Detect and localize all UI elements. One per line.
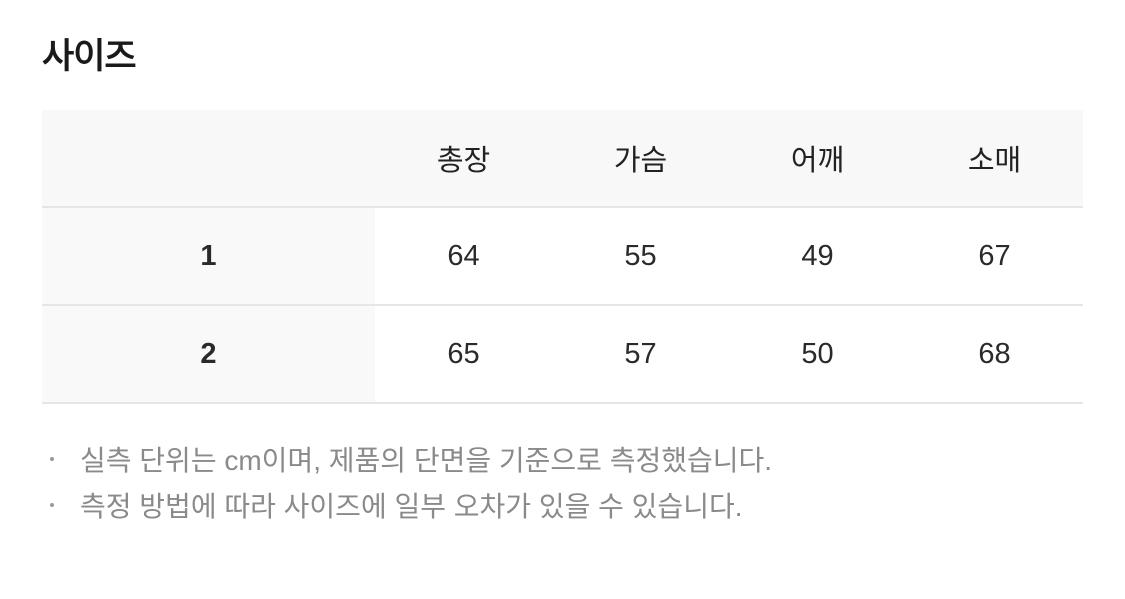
value-cell: 67 — [978, 239, 1011, 272]
note-text: 실측 단위는 cm이며, 제품의 단면을 기준으로 측정했습니다. — [80, 445, 773, 476]
bullet-icon — [50, 503, 54, 507]
header-cell-shoulder: 어깨 — [790, 145, 845, 177]
bullet-icon — [50, 457, 54, 461]
header-cell-empty — [42, 110, 375, 206]
header-cell-chest: 가슴 — [613, 145, 668, 177]
value-cell: 64 — [447, 239, 480, 272]
size-table: 총장 가슴 어깨 소매 1 64 55 49 67 2 65 57 50 68 — [42, 110, 1083, 404]
table-header-row: 총장 가슴 어깨 소매 — [42, 110, 1083, 208]
header-cell-length: 총장 — [436, 145, 491, 177]
value-cell: 50 — [801, 337, 834, 370]
note-item: 측정 방법에 따라 사이즈에 일부 오차가 있을 수 있습니다. — [42, 482, 772, 528]
note-text: 측정 방법에 따라 사이즈에 일부 오차가 있을 수 있습니다. — [80, 491, 743, 522]
value-cell: 65 — [447, 337, 480, 370]
value-cell: 57 — [624, 337, 657, 370]
note-item: 실측 단위는 cm이며, 제품의 단면을 기준으로 측정했습니다. — [42, 436, 772, 482]
size-label: 2 — [42, 306, 375, 402]
notes-list: 실측 단위는 cm이며, 제품의 단면을 기준으로 측정했습니다. 측정 방법에… — [42, 436, 772, 528]
table-row: 1 64 55 49 67 — [42, 208, 1083, 306]
value-cell: 68 — [978, 337, 1011, 370]
header-cell-sleeve: 소매 — [967, 145, 1022, 177]
value-cell: 55 — [624, 239, 657, 272]
size-label: 1 — [42, 208, 375, 304]
table-row: 2 65 57 50 68 — [42, 306, 1083, 404]
section-title: 사이즈 — [42, 37, 137, 76]
value-cell: 49 — [801, 239, 834, 272]
